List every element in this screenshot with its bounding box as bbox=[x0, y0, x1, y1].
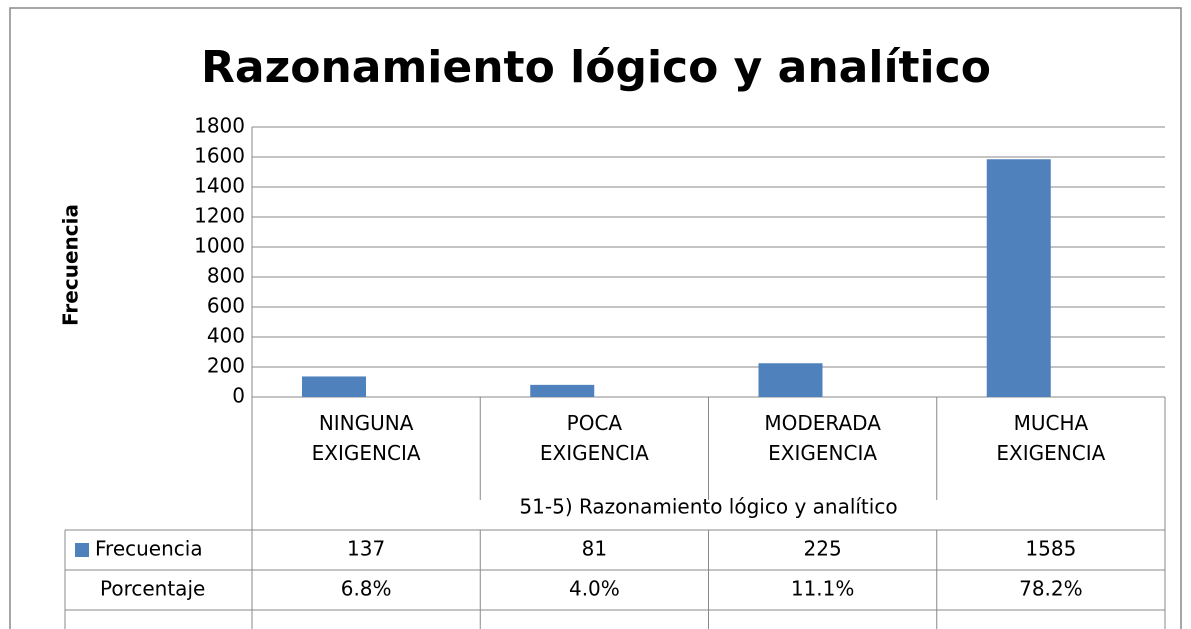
table-cell: 81 bbox=[582, 537, 607, 561]
y-tick-label: 800 bbox=[207, 264, 245, 288]
x-tick-label: POCA EXIGENCIA bbox=[539, 411, 649, 465]
row-label: Porcentaje bbox=[100, 577, 205, 601]
legend-key bbox=[75, 543, 89, 557]
table-cell: 225 bbox=[804, 537, 842, 561]
y-axis-title: Frecuencia bbox=[59, 204, 83, 326]
table-cell: 78.2% bbox=[1019, 577, 1083, 601]
table-cell: 137 bbox=[347, 537, 385, 561]
y-tick-label: 1800 bbox=[194, 114, 245, 138]
chart-border bbox=[9, 7, 1182, 629]
y-tick-label: 1000 bbox=[194, 234, 245, 258]
x-tick-label: MUCHA EXIGENCIA bbox=[996, 411, 1106, 465]
y-tick-label: 600 bbox=[207, 294, 245, 318]
y-tick-label: 200 bbox=[207, 354, 245, 378]
bar bbox=[758, 363, 823, 397]
bar bbox=[530, 384, 595, 397]
table-cell: 4.0% bbox=[569, 577, 620, 601]
bar bbox=[302, 376, 366, 397]
table-cell: 1585 bbox=[1025, 537, 1076, 561]
x-tick-label: NINGUNA EXIGENCIA bbox=[311, 411, 421, 465]
y-tick-label: 0 bbox=[232, 384, 245, 408]
x-tick-label: MODERADA EXIGENCIA bbox=[764, 411, 881, 465]
chart-title: Razonamiento lógico y analítico bbox=[201, 42, 991, 93]
x-axis-title: 51-5) Razonamiento lógico y analítico bbox=[519, 495, 897, 519]
table-cell: 11.1% bbox=[791, 577, 855, 601]
y-tick-label: 1400 bbox=[194, 174, 245, 198]
legend-label: Frecuencia bbox=[95, 537, 203, 561]
table-cell: 6.8% bbox=[341, 577, 392, 601]
y-tick-label: 1200 bbox=[194, 204, 245, 228]
bar bbox=[986, 159, 1051, 397]
y-tick-label: 1600 bbox=[194, 144, 245, 168]
y-tick-label: 400 bbox=[207, 324, 245, 348]
